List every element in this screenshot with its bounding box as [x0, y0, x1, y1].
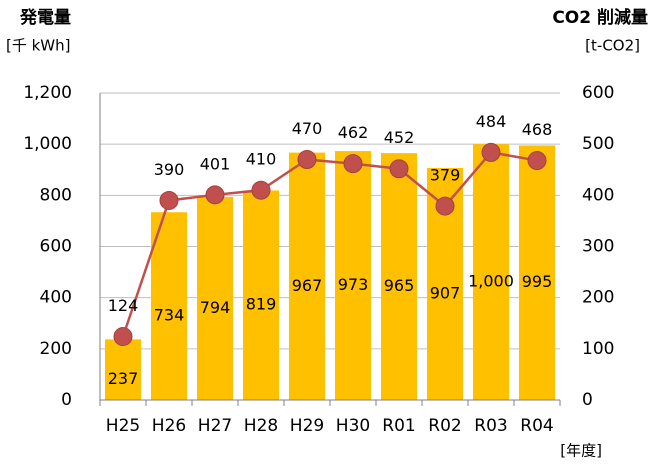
- x-tick-label: H27: [198, 416, 232, 436]
- line-value-label: 124: [108, 296, 139, 315]
- y-tick-label: 0: [61, 390, 72, 410]
- line-marker: [527, 151, 547, 171]
- line-value-label: 410: [246, 150, 277, 169]
- line-value-label: 462: [338, 123, 369, 142]
- line-value-label: 484: [476, 112, 507, 131]
- line-marker: [205, 185, 225, 205]
- bar-value-label: 965: [384, 276, 415, 295]
- bar: [105, 339, 141, 400]
- bar-value-label: 973: [338, 275, 369, 294]
- bar: [197, 196, 233, 400]
- x-tick-label: R04: [520, 416, 553, 436]
- bar: [473, 144, 509, 400]
- bar: [289, 152, 325, 400]
- line-value-label: 401: [200, 154, 231, 173]
- y2-tick-label: 500: [582, 134, 614, 154]
- line-marker: [435, 196, 455, 216]
- y2-tick-label: 200: [582, 288, 614, 308]
- line-value-label: 452: [384, 128, 415, 147]
- bar: [151, 212, 187, 400]
- y2-tick-label: 0: [582, 390, 593, 410]
- line-marker: [297, 150, 317, 170]
- bar-value-label: 237: [108, 369, 139, 388]
- y-tick-label: 600: [40, 237, 72, 257]
- x-tick-label: R03: [474, 416, 507, 436]
- bar: [335, 151, 371, 400]
- y-axis-title: 発電量: [19, 7, 71, 28]
- line-value-label: 468: [522, 120, 553, 139]
- line-marker: [113, 327, 133, 347]
- y-tick-label: 800: [40, 185, 72, 205]
- y-tick-label: 1,000: [23, 134, 72, 154]
- bar-value-label: 907: [430, 283, 461, 302]
- bar: [243, 190, 279, 400]
- bar: [381, 153, 417, 400]
- y-tick-label: 1,200: [23, 83, 72, 103]
- x-tick-label: H29: [290, 416, 324, 436]
- bar-value-label: 819: [246, 295, 277, 314]
- bar-value-label: 1,000: [468, 272, 514, 291]
- bar-value-label: 967: [292, 276, 323, 295]
- line-marker: [481, 142, 501, 162]
- bar-value-label: 995: [522, 272, 553, 291]
- y2-axis-unit: [t-CO2]: [585, 37, 640, 55]
- x-axis-unit: [年度]: [560, 442, 602, 460]
- line-value-label: 379: [430, 166, 461, 185]
- bar-value-label: 794: [200, 298, 231, 317]
- line-marker: [251, 180, 271, 200]
- x-tick-label: R02: [428, 416, 461, 436]
- x-tick-label: H28: [244, 416, 278, 436]
- y-tick-label: 200: [40, 339, 72, 359]
- line-marker: [159, 190, 179, 210]
- y2-tick-label: 400: [582, 185, 614, 205]
- line-marker: [343, 154, 363, 174]
- x-tick-label: R01: [382, 416, 415, 436]
- y2-tick-label: 100: [582, 339, 614, 359]
- y2-axis-title: CO2 削減量: [552, 7, 648, 28]
- y2-tick-label: 600: [582, 83, 614, 103]
- y-tick-label: 400: [40, 288, 72, 308]
- line-marker: [389, 159, 409, 179]
- x-tick-label: H30: [336, 416, 370, 436]
- line: [121, 150, 538, 337]
- line-value-label: 390: [154, 160, 185, 179]
- x-tick-label: H26: [152, 416, 186, 436]
- y-axis-unit: [千 kWh]: [6, 37, 71, 55]
- line-value-label: 470: [292, 119, 323, 138]
- y2-tick-label: 300: [582, 237, 614, 257]
- x-tick-label: H25: [106, 416, 140, 436]
- bar-value-label: 734: [154, 306, 185, 325]
- bar: [519, 145, 555, 400]
